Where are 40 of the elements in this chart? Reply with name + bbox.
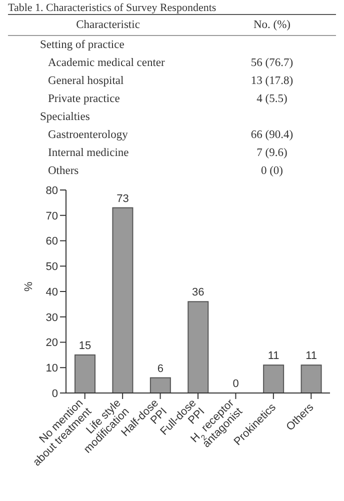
data-label: 36 (192, 286, 204, 299)
data-label: 11 (306, 350, 317, 362)
data-label: 0 (232, 378, 239, 390)
data-label: 7 (9.6) (256, 147, 288, 159)
text: Table 1. Characteristics of Survey Respondents (8, 2, 218, 14)
y-tick-label: 30 (46, 312, 58, 324)
category-label: Internal medicine (47, 147, 130, 159)
bar (188, 301, 209, 393)
data-label: 66 (90.4) (250, 129, 294, 141)
category-label: General hospital (47, 75, 125, 87)
category-label: Specialties (39, 111, 91, 123)
data-label: 15 (78, 340, 92, 352)
bar (112, 207, 134, 393)
bar (74, 354, 96, 393)
y-tick-label: 20 (46, 337, 58, 350)
y-tick-label: 70 (46, 210, 58, 222)
text: Characteristic (75, 19, 141, 31)
y-tick-label: 0 (52, 388, 58, 400)
y-tick-label: 50 (46, 261, 58, 274)
y-axis-title: % (22, 282, 35, 292)
category-label: Others (47, 165, 80, 177)
y-tick-label: 80 (46, 184, 58, 197)
data-label: 13 (17.8) (250, 75, 294, 87)
bar (300, 364, 322, 393)
data-label: 73 (116, 192, 129, 205)
y-tick-label: 40 (46, 286, 58, 298)
data-label: 6 (157, 362, 164, 375)
category-label: Gastroenterology (47, 129, 129, 141)
data-label: 11 (268, 350, 280, 362)
data-label: 0 (0) (260, 165, 284, 177)
bar (263, 364, 284, 393)
y-tick-label: 60 (46, 236, 58, 248)
category-label: Setting of practice (39, 39, 126, 51)
data-label: 56 (76.7) (250, 57, 294, 69)
category-label: Academic medical center (47, 57, 166, 69)
text: No. (%) (252, 19, 292, 31)
data-label: 4 (5.5) (256, 93, 288, 105)
bar (150, 377, 171, 393)
y-tick-label: 10 (46, 362, 58, 375)
category-label: Private practice (47, 93, 121, 105)
